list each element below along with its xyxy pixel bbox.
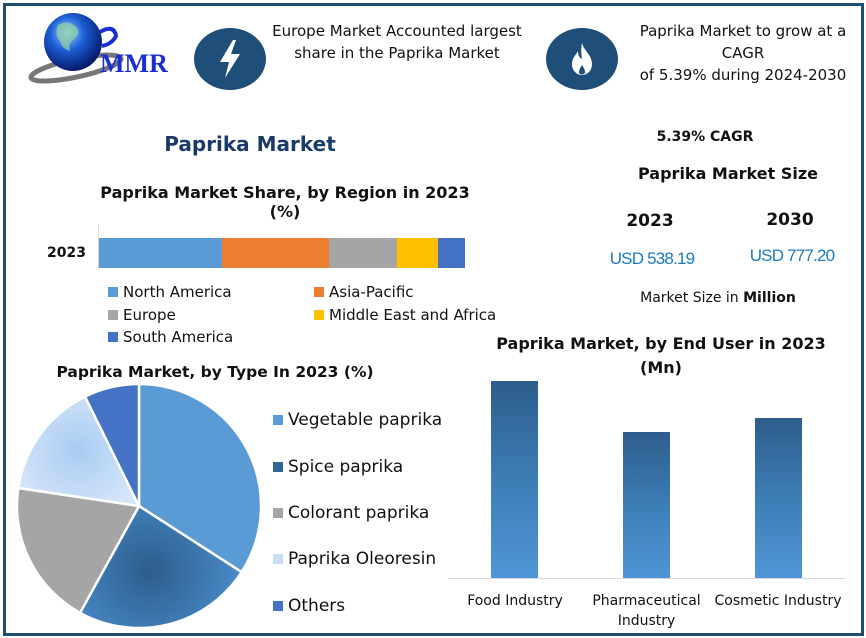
type-chart-title: Paprika Market, by Type In 2023 (%) (56, 363, 374, 381)
legend-swatch (314, 310, 324, 320)
legend-swatch (273, 462, 283, 472)
bar-cosmetic-industry (755, 418, 802, 578)
legend-mea: Middle East and Africa (314, 306, 496, 324)
market-size-title: Paprika Market Size (638, 164, 818, 183)
region-row-label: 2023 (47, 245, 86, 261)
legend-swatch (273, 601, 283, 611)
region-stacked-bar (99, 238, 465, 268)
pie-slice-others (83, 382, 141, 507)
legend-swatch (108, 332, 118, 342)
legend-vegetable-paprika: Vegetable paprika (273, 410, 442, 430)
xlabel-food-industry: Food Industry (467, 593, 563, 609)
bar-food-industry (491, 381, 538, 578)
infographic-frame (3, 3, 864, 636)
bar-segment-north-america (99, 238, 222, 268)
legend-swatch (108, 310, 118, 320)
svg-text:MMR: MMR (100, 49, 168, 78)
legend-swatch (314, 287, 324, 297)
value-2023: USD 538.19 (609, 249, 695, 268)
legend-north-america: North America (108, 283, 232, 301)
xlabel-pharmaceutical-industry: Pharmaceutical Industry (592, 593, 701, 629)
year-2023-label: 2023 (626, 211, 674, 231)
mmr-logo: MMR (28, 10, 178, 85)
legend-swatch (273, 554, 283, 564)
legend-spice-paprika: Spice paprika (273, 457, 403, 477)
legend-colorant-paprika: Colorant paprika (273, 503, 429, 523)
globe-icon: MMR (28, 13, 168, 84)
bar-segment-south-america (438, 238, 465, 268)
flame-icon (546, 28, 618, 90)
legend-paprika-oleoresin: Paprika Oleoresin (273, 549, 436, 569)
highlight-europe-text: Europe Market Accounted largest share in… (272, 22, 522, 62)
type-pie-chart (15, 382, 263, 630)
value-2030: USD 777.20 (749, 246, 835, 265)
bar-segment-europe (329, 238, 397, 268)
xlabel-cosmetic-industry: Cosmetic Industry (714, 593, 842, 609)
legend-europe: Europe (108, 306, 176, 324)
bar-segment-mea (397, 238, 438, 268)
bar-segment-asia-pacific (222, 238, 329, 268)
lightning-bolt-icon (194, 28, 266, 90)
legend-swatch (273, 415, 283, 425)
legend-others: Others (273, 596, 345, 616)
year-2030-label: 2030 (766, 210, 814, 230)
highlight-cagr-text: Paprika Market to grow at a CAGR of 5.39… (639, 22, 847, 84)
enduser-x-axis (448, 578, 845, 579)
legend-swatch (273, 508, 283, 518)
region-axis-line (98, 224, 99, 270)
cagr-label: 5.39% CAGR (656, 129, 754, 145)
bar-pharmaceutical-industry (623, 432, 670, 578)
legend-asia-pacific: Asia-Pacific (314, 283, 414, 301)
pie-slice-spice-paprika (78, 504, 244, 630)
enduser-chart-title: Paprika Market, by End User in 2023 (Mn) (496, 334, 826, 377)
legend-swatch (108, 287, 118, 297)
pie-slice-paprika-oleoresin (16, 394, 142, 508)
page-title: Paprika Market (164, 132, 336, 156)
market-size-unit: Market Size in Million (640, 290, 796, 306)
pie-slice-colorant-paprika (15, 486, 141, 615)
legend-south-america: South America (108, 328, 233, 346)
region-chart-title: Paprika Market Share, by Region in 2023 … (100, 183, 470, 221)
